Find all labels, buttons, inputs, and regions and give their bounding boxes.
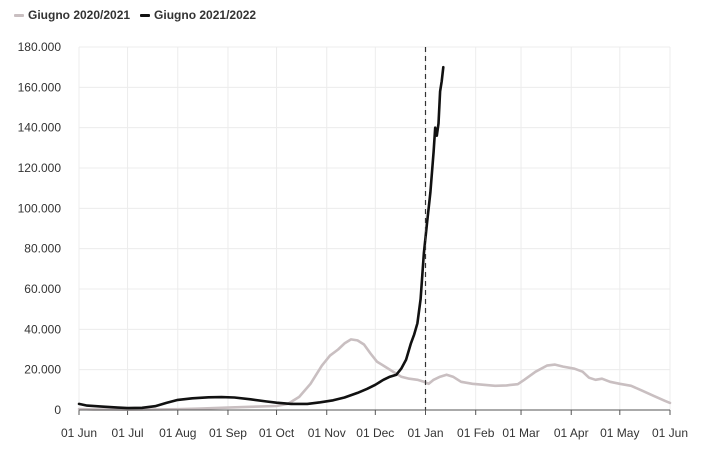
y-tick-label: 60.000 xyxy=(24,282,61,296)
legend-item-series-1[interactable]: Giugno 2020/2021 xyxy=(14,8,130,22)
y-tick-label: 20.000 xyxy=(24,363,61,377)
x-tick-label: 01 Mar xyxy=(502,426,539,440)
y-tick-label: 140.000 xyxy=(18,121,62,135)
y-tick-label: 0 xyxy=(54,403,61,417)
y-tick-label: 100.000 xyxy=(18,201,62,215)
x-tick-label: 01 Nov xyxy=(308,426,346,440)
legend-item-series-2[interactable]: Giugno 2021/2022 xyxy=(140,8,256,22)
series-line-2 xyxy=(77,65,445,410)
series-lines xyxy=(77,65,672,411)
x-tick-label: 01 Jun xyxy=(652,426,688,440)
chart-legend: Giugno 2020/2021 Giugno 2021/2022 xyxy=(14,8,256,22)
y-axis-ticks: 0 20.000 40.000 60.000 80.000 100.000 120.000 1… xyxy=(18,40,62,417)
series-line-1 xyxy=(77,338,672,411)
x-tick-label: 01 Jan xyxy=(407,426,443,440)
x-tick-label: 01 Apr xyxy=(554,426,589,440)
legend-label-series-2: Giugno 2021/2022 xyxy=(154,8,257,22)
legend-label-series-1: Giugno 2020/2021 xyxy=(28,8,131,22)
y-tick-label: 160.000 xyxy=(18,80,62,94)
x-axis-ticks: 01 Jun 01 Jul 01 Aug 01 Sep 01 Oct 01 Nov 01 D… xyxy=(61,410,688,440)
x-tick-label: 01 Oct xyxy=(259,426,295,440)
legend-swatch-series-1 xyxy=(14,13,24,17)
y-tick-label: 40.000 xyxy=(24,322,61,336)
legend-swatch-series-2 xyxy=(140,13,151,17)
y-tick-label: 80.000 xyxy=(24,242,61,256)
x-tick-label: 01 Dec xyxy=(356,426,394,440)
x-tick-label: 01 Aug xyxy=(159,426,196,440)
x-tick-label: 01 Jul xyxy=(112,426,144,440)
y-tick-label: 180.000 xyxy=(18,40,62,54)
x-tick-label: 01 May xyxy=(600,426,639,440)
x-tick-label: 01 Feb xyxy=(457,426,495,440)
x-tick-label: 01 Jun xyxy=(61,426,97,440)
y-tick-label: 120.000 xyxy=(18,161,62,175)
x-tick-label: 01 Sep xyxy=(209,426,247,440)
gridlines xyxy=(78,46,671,410)
